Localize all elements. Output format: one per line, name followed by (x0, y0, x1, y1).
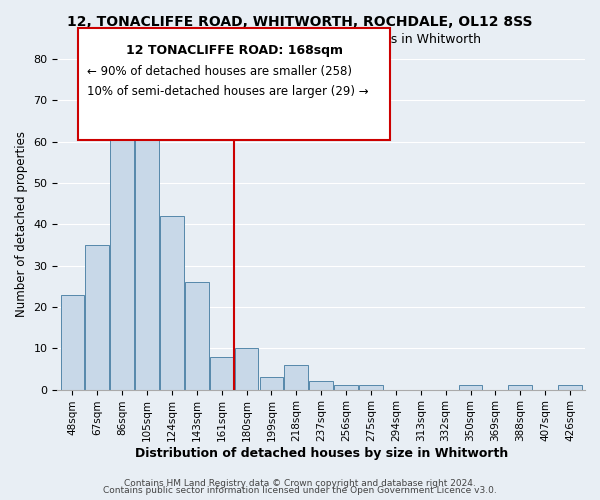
Bar (334, 386, 358, 390)
X-axis label: Distribution of detached houses by size in Whitworth: Distribution of detached houses by size … (134, 447, 508, 460)
Bar (508, 386, 532, 390)
Bar (210, 356, 233, 390)
Bar (260, 377, 283, 390)
Text: Contains HM Land Registry data © Crown copyright and database right 2024.: Contains HM Land Registry data © Crown c… (124, 478, 476, 488)
Bar (135, 130, 159, 390)
Bar (359, 386, 383, 390)
Text: Contains public sector information licensed under the Open Government Licence v3: Contains public sector information licen… (103, 486, 497, 495)
Y-axis label: Number of detached properties: Number of detached properties (15, 132, 28, 318)
Text: ← 90% of detached houses are smaller (258): ← 90% of detached houses are smaller (25… (87, 65, 352, 78)
Bar (310, 382, 333, 390)
Bar (185, 282, 209, 390)
Bar (459, 386, 482, 390)
Bar (558, 386, 582, 390)
Text: 10% of semi-detached houses are larger (29) →: 10% of semi-detached houses are larger (… (87, 85, 368, 98)
Bar (284, 365, 308, 390)
Bar (160, 216, 184, 390)
Bar (110, 112, 134, 390)
Text: 12 TONACLIFFE ROAD: 168sqm: 12 TONACLIFFE ROAD: 168sqm (125, 44, 343, 57)
Text: Size of property relative to detached houses in Whitworth: Size of property relative to detached ho… (119, 32, 481, 46)
Bar (61, 294, 84, 390)
Bar (235, 348, 259, 390)
Bar (85, 245, 109, 390)
Text: 12, TONACLIFFE ROAD, WHITWORTH, ROCHDALE, OL12 8SS: 12, TONACLIFFE ROAD, WHITWORTH, ROCHDALE… (67, 15, 533, 29)
